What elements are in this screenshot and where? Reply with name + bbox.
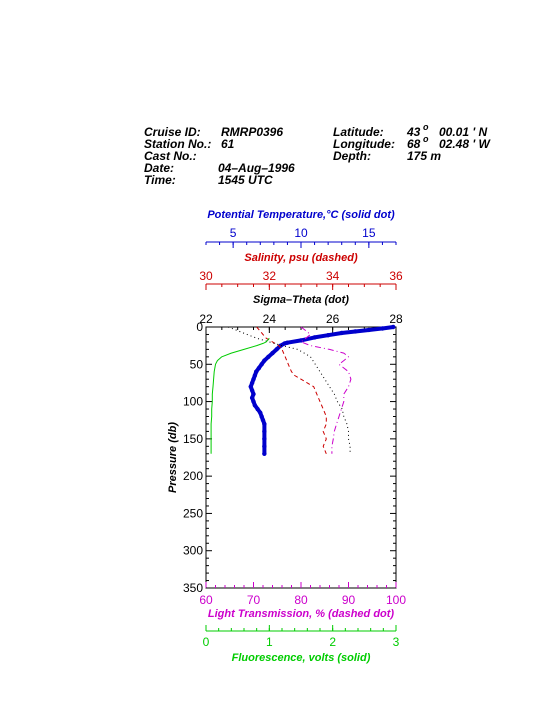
pressure-axis-title: Pressure (db): [167, 422, 179, 493]
fluorescence-axis-title: Fluorescence, volts (solid): [232, 652, 371, 664]
sigma-profile-line: [228, 326, 351, 454]
longitude-label: Longitude:: [333, 137, 395, 151]
sigma-tick-label: 22: [199, 312, 213, 326]
temperature-tick-label: 10: [294, 226, 308, 240]
temperature-point: [248, 384, 253, 389]
temperature-point: [312, 335, 317, 340]
temperature-point: [262, 436, 267, 442]
fluorescence-tick-label: 0: [203, 635, 210, 649]
temperature-point: [251, 391, 256, 397]
series-layer: [210, 324, 396, 456]
longitude-minutes: 02.48 ' W: [439, 137, 492, 151]
temperature-point: [260, 418, 266, 423]
temperature-point: [254, 369, 259, 374]
temperature-point: [256, 365, 262, 371]
temperature-point: [255, 406, 260, 412]
transmission-tick-label: 100: [386, 593, 406, 607]
temperature-point: [249, 380, 255, 386]
temperature-tick-label: 15: [362, 226, 376, 240]
sigma-axis-title: Sigma–Theta (dot): [253, 294, 349, 306]
temperature-point: [325, 333, 331, 338]
temperature-point: [251, 377, 256, 382]
temperature-point: [249, 395, 255, 401]
transmission-axis-title: Light Transmission, % (dashed dot): [208, 608, 395, 620]
temperature-point: [380, 326, 385, 331]
transmission-profile-line: [300, 326, 352, 454]
temperature-point: [270, 350, 275, 356]
pressure-tick-label: 0: [196, 320, 203, 334]
temperature-point: [251, 399, 256, 404]
station-value: 61: [221, 137, 235, 151]
sigma-tick-label: 28: [389, 312, 403, 326]
fluorescence-profile-line: [210, 337, 270, 454]
temperature-point: [266, 354, 271, 360]
date-value: 04–Aug–1996: [218, 161, 295, 175]
sigma-tick-label: 24: [263, 312, 277, 326]
salinity-tick-label: 36: [389, 269, 403, 283]
time-label: Time:: [144, 173, 176, 187]
temperature-point: [262, 444, 267, 449]
temperature-point: [252, 373, 258, 378]
temperature-point: [262, 429, 267, 434]
latitude-degrees: 43: [406, 125, 421, 139]
temperature-point: [366, 327, 372, 333]
temperature-axis-title: Potential Temperature,°C (solid dot): [207, 209, 395, 221]
salinity-tick-label: 34: [326, 269, 340, 283]
fluorescence-tick-label: 1: [266, 635, 273, 649]
temperature-tick-label: 5: [230, 226, 237, 240]
pressure-tick-label: 250: [183, 506, 203, 520]
salinity-axis-title: Salinity, psu (dashed): [244, 252, 358, 264]
station-label: Station No.:: [144, 137, 211, 151]
salinity-tick-label: 30: [199, 269, 213, 283]
temperature-point: [262, 451, 267, 456]
temperature-point: [298, 338, 304, 343]
longitude-degree-mark: o: [423, 134, 429, 144]
depth-value: 175 m: [407, 149, 441, 163]
temperature-profile-line: [248, 325, 394, 454]
temperature-point: [274, 347, 279, 352]
temperature-point: [262, 358, 267, 363]
fluorescence-tick-label: 2: [329, 635, 336, 649]
latitude-label: Latitude:: [333, 125, 384, 139]
pressure-tick-label: 300: [183, 544, 203, 558]
transmission-tick-label: 70: [247, 593, 261, 607]
depth-label: Depth:: [333, 149, 371, 163]
temperature-point: [391, 324, 396, 330]
plot-frame: [205, 326, 397, 589]
cruise-label: Cruise ID:: [144, 125, 201, 139]
fluorescence-tick-label: 3: [393, 635, 400, 649]
temperature-point: [262, 421, 267, 427]
cast-label: Cast No.:: [144, 149, 197, 163]
temperature-point: [259, 362, 264, 367]
temperature-point: [259, 414, 264, 419]
pressure-tick-label: 150: [183, 432, 203, 446]
date-label: Date:: [144, 161, 174, 175]
transmission-tick-label: 60: [199, 593, 213, 607]
temperature-point: [258, 410, 263, 415]
temperature-point: [252, 403, 258, 408]
pressure-tick-label: 50: [190, 357, 204, 371]
latitude-minutes: 00.01 ' N: [439, 125, 488, 139]
cruise-value: RMRP0396: [221, 125, 283, 139]
longitude-degrees: 68: [407, 137, 421, 151]
time-value: 1545 UTC: [218, 173, 273, 187]
pressure-tick-label: 350: [183, 581, 203, 595]
salinity-tick-label: 32: [263, 269, 277, 283]
pressure-tick-label: 100: [183, 395, 203, 409]
temperature-point: [353, 329, 358, 334]
temperature-point: [249, 388, 255, 393]
temperature-point: [282, 341, 287, 346]
latitude-degree-mark: o: [423, 122, 429, 132]
transmission-tick-label: 90: [342, 593, 356, 607]
temperature-point: [339, 330, 344, 336]
sigma-tick-label: 26: [326, 312, 340, 326]
pressure-tick-label: 200: [183, 469, 203, 483]
salinity-profile-line: [256, 326, 327, 454]
transmission-tick-label: 80: [294, 593, 308, 607]
